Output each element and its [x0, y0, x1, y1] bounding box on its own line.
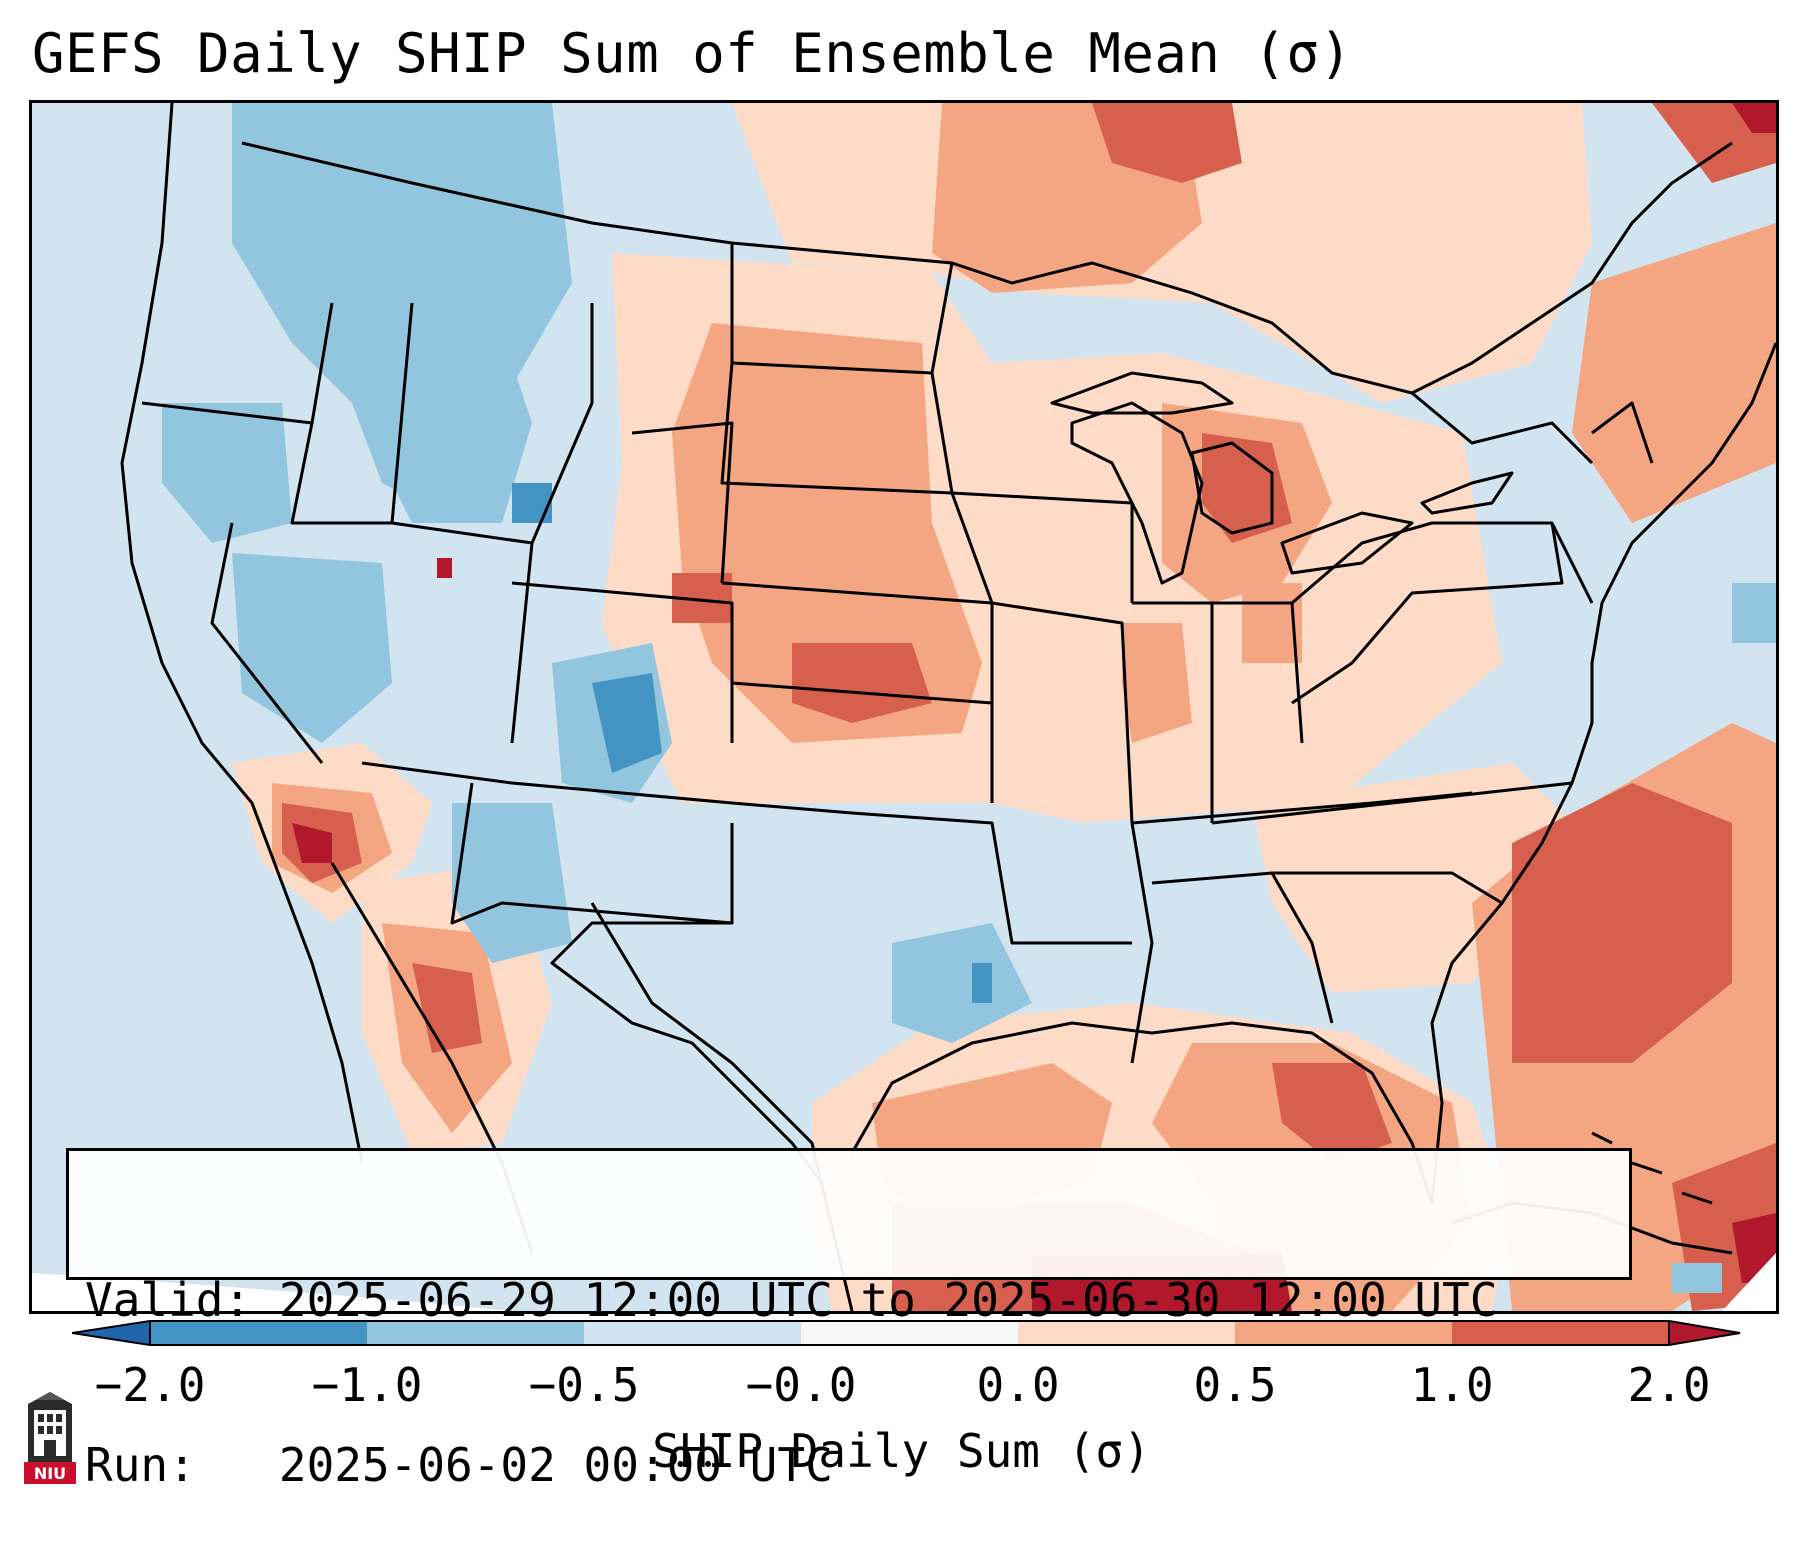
state-boundaries	[120, 103, 1776, 1311]
colorbar-bin	[1452, 1321, 1669, 1345]
run-time-line: Run: 2025-06-02 00:00 UTC	[85, 1438, 1613, 1493]
colorbar-under-extension	[72, 1319, 151, 1347]
projection-edge	[32, 1273, 512, 1311]
colorbar-outline	[149, 1320, 1670, 1346]
colorbar-tick-label: 1.0	[1410, 1358, 1494, 1412]
colorbar-axis-label: SHIP Daily Sum (σ)	[652, 1424, 1151, 1478]
colorbar-tick-label: −1.0	[311, 1358, 423, 1412]
colorbar-tick-label: −2.0	[94, 1358, 206, 1412]
map-canvas	[32, 103, 1776, 1311]
valid-label: Valid:	[85, 1273, 252, 1327]
colorbar-bin	[1018, 1321, 1235, 1345]
chart-title: GEFS Daily SHIP Sum of Ensemble Mean (σ)	[32, 22, 1353, 85]
colorbar-tick-label: 0.0	[976, 1358, 1060, 1412]
run-label: Run:	[85, 1438, 196, 1492]
negative-anomaly-field	[162, 103, 1776, 1311]
colorbar-tick-label: −0.0	[745, 1358, 857, 1412]
colorbar-tick-label: −0.5	[528, 1358, 640, 1412]
run-time-value: 2025-06-02 00:00 UTC	[278, 1438, 833, 1492]
map-panel	[29, 100, 1779, 1314]
colorbar	[72, 1319, 1741, 1347]
colorbar-bin	[1235, 1321, 1452, 1345]
valid-time-line: Valid: 2025-06-29 12:00 UTC to 2025-06-3…	[85, 1273, 1613, 1328]
colorbar-over-extension	[1668, 1319, 1741, 1347]
colorbar-bin	[150, 1321, 367, 1345]
colorbar-bin	[801, 1321, 1018, 1345]
valid-run-info-box: Valid: 2025-06-29 12:00 UTC to 2025-06-3…	[66, 1148, 1632, 1492]
colorbar-bin	[367, 1321, 584, 1345]
niu-logo-icon: NIU	[24, 1392, 76, 1484]
logo-text: NIU	[34, 1464, 66, 1483]
valid-time-value: 2025-06-29 12:00 UTC to 2025-06-30 12:00…	[278, 1273, 1498, 1327]
colorbar-tick-label: 0.5	[1193, 1358, 1277, 1412]
colorbar-tick-label: 2.0	[1627, 1358, 1711, 1412]
colorbar-bin	[584, 1321, 801, 1345]
